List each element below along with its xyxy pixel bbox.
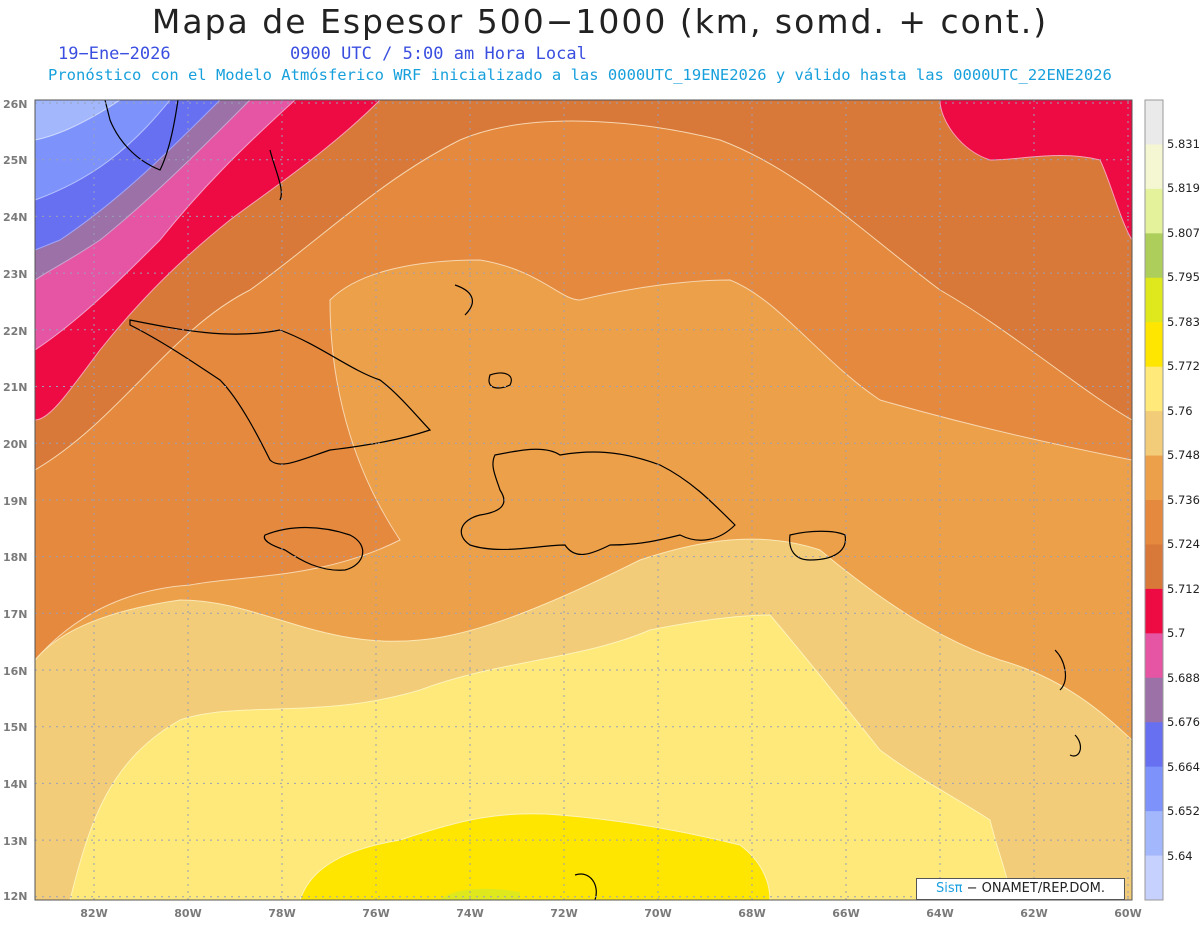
colorbar-swatch [1145, 411, 1163, 457]
lat-tick-label: 12N [3, 890, 28, 903]
map-frame [34, 99, 1133, 901]
longitude-axis: 82W 80W 78W 76W 74W 72W 70W 68W 66W 64W … [80, 907, 1141, 920]
lon-tick-label: 74W [456, 907, 483, 920]
colorbar-swatch [1145, 144, 1163, 190]
lat-tick-label: 16N [3, 665, 28, 678]
colorbar-swatch [1145, 855, 1163, 901]
colorbar-swatch [1145, 322, 1163, 368]
lon-tick-label: 70W [644, 907, 671, 920]
colorbar-label: 5.676 [1167, 715, 1200, 729]
thickness-field [35, 100, 1132, 900]
colorbar-label: 5.712 [1167, 582, 1200, 596]
colorbar-swatch [1145, 500, 1163, 545]
colorbar-swatch [1145, 811, 1163, 857]
colorbar [1144, 99, 1164, 901]
colorbar-label: 5.688 [1167, 671, 1200, 685]
lon-tick-label: 60W [1114, 907, 1141, 920]
colorbar-swatch [1145, 455, 1163, 501]
colorbar-label: 5.772 [1167, 359, 1200, 373]
colorbar-label: 5.724 [1167, 537, 1200, 551]
grid-lines [35, 100, 1132, 900]
lat-tick-label: 15N [3, 721, 28, 734]
lon-tick-label: 72W [550, 907, 577, 920]
forecast-time: 0900 UTC / 5:00 am Hora Local [290, 44, 587, 64]
lat-tick-label: 24N [3, 211, 28, 224]
lon-tick-label: 62W [1020, 907, 1047, 920]
colorbar-label: 5.783 [1167, 315, 1200, 329]
colorbar-label: 5.76 [1167, 404, 1193, 418]
colorbar-label: 5.819 [1167, 181, 1200, 195]
lon-tick-label: 82W [80, 907, 107, 920]
colorbar-label: 5.64 [1167, 849, 1193, 863]
lon-tick-label: 76W [362, 907, 389, 920]
lat-tick-label: 20N [3, 438, 28, 451]
colorbar-swatch [1145, 188, 1163, 234]
colorbar-swatch [1145, 766, 1163, 812]
credit-brand: Sisπ [935, 881, 963, 896]
lon-tick-label: 66W [832, 907, 859, 920]
colorbar-label: 5.795 [1167, 270, 1200, 284]
lon-tick-label: 68W [738, 907, 765, 920]
colorbar-label: 5.807 [1167, 226, 1200, 240]
colorbar-label: 5.664 [1167, 760, 1200, 774]
forecast-date: 19−Ene−2026 [58, 44, 171, 64]
colorbar-frame [1144, 99, 1164, 901]
colorbar-label: 5.831 [1167, 137, 1200, 151]
colorbar-swatch [1145, 544, 1163, 590]
lat-tick-label: 17N [3, 608, 28, 621]
colorbar-swatch [1145, 366, 1163, 412]
lat-tick-label: 22N [3, 325, 28, 338]
colorbar-label: 5.736 [1167, 493, 1200, 507]
lat-tick-label: 26N [3, 98, 28, 111]
lat-tick-label: 23N [3, 268, 28, 281]
latitude-axis: 26N 25N 24N 23N 22N 21N 20N 19N 18N 17N … [3, 98, 28, 903]
colorbar-swatch [1145, 633, 1163, 679]
credit-org: − ONAMET/REP.DOM. [966, 881, 1106, 896]
colorbar-label: 5.7 [1167, 626, 1185, 640]
map-title: Mapa de Espesor 500−1000 (km, somd. + co… [151, 2, 1049, 41]
colorbar-label: 5.652 [1167, 804, 1200, 818]
lat-tick-label: 18N [3, 551, 28, 564]
lat-tick-label: 19N [3, 495, 28, 508]
colorbar-label: 5.748 [1167, 448, 1200, 462]
credit-box: Sisπ − ONAMET/REP.DOM. [916, 878, 1125, 900]
colorbar-swatch [1145, 233, 1163, 279]
lat-tick-label: 25N [3, 154, 28, 167]
colorbar-swatch [1145, 588, 1163, 634]
lon-tick-label: 80W [174, 907, 201, 920]
model-info: Pronóstico con el Modelo Atmósferico WRF… [48, 66, 1112, 84]
colorbar-swatch [1145, 100, 1163, 145]
coastlines [104, 100, 1082, 900]
lat-tick-label: 13N [3, 835, 28, 848]
colorbar-swatch [1145, 277, 1163, 323]
lat-tick-label: 14N [3, 778, 28, 791]
colorbar-labels: 5.831 5.819 5.807 5.795 5.783 5.772 5.76… [1167, 137, 1200, 863]
colorbar-swatch [1145, 722, 1163, 768]
lon-tick-label: 64W [926, 907, 953, 920]
lon-tick-label: 78W [268, 907, 295, 920]
lat-tick-label: 21N [3, 381, 28, 394]
colorbar-swatch [1145, 677, 1163, 723]
